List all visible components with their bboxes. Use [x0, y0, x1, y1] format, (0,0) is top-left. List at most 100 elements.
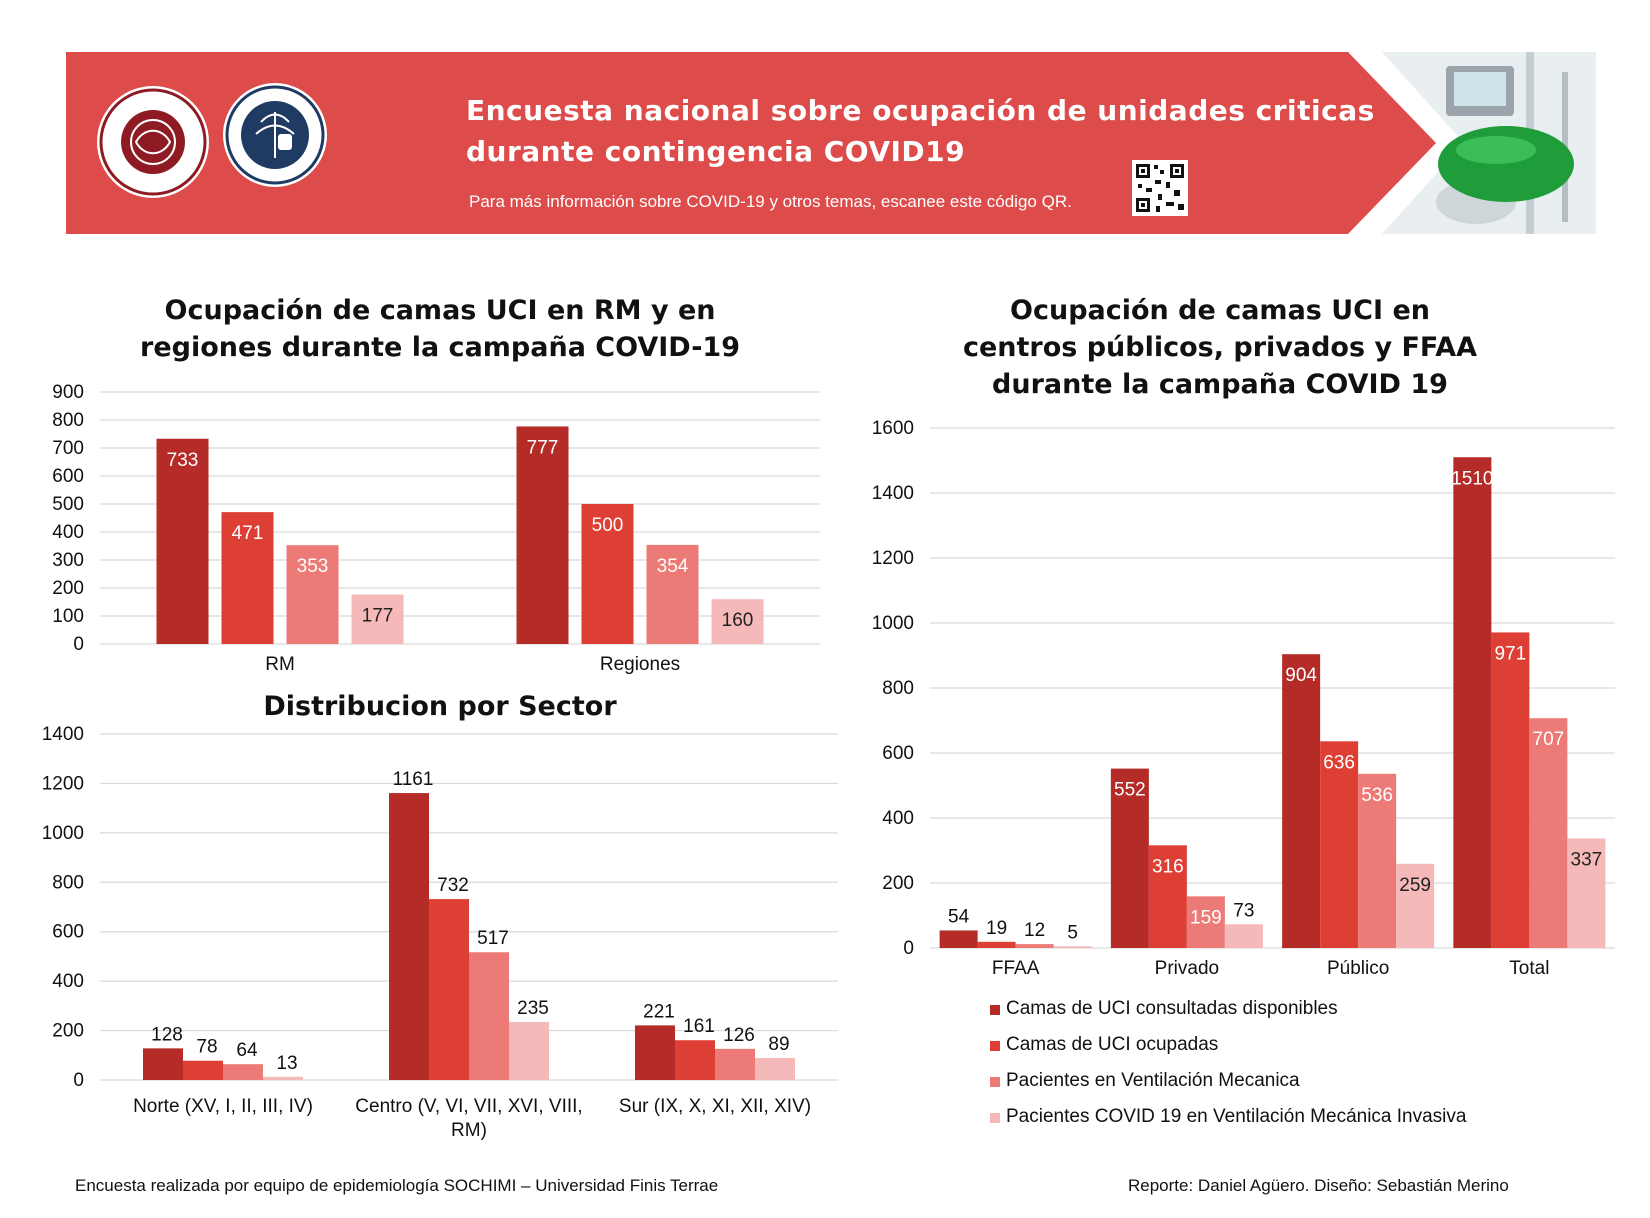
banner-subtitle: Para más información sobre COVID-19 y ot…	[469, 192, 1072, 211]
y-tick-label: 900	[52, 382, 84, 403]
y-tick-label: 0	[73, 634, 84, 655]
bar	[156, 438, 209, 644]
data-label: 128	[151, 1024, 183, 1045]
y-tick-label: 400	[52, 522, 84, 543]
data-label: 732	[437, 875, 469, 896]
chart-title-sector: Distribucion por Sector	[263, 691, 617, 722]
bar	[1148, 845, 1187, 948]
sochimi-logo	[97, 86, 209, 198]
bar	[1358, 773, 1397, 948]
data-label: 259	[1399, 875, 1431, 896]
data-label: 177	[362, 605, 394, 626]
legend-label: Pacientes en Ventilación Mecanica	[1006, 1070, 1300, 1091]
data-label: 126	[723, 1025, 755, 1046]
bar	[1110, 768, 1149, 948]
bar	[509, 1021, 549, 1080]
y-tick-label: 1600	[872, 418, 914, 439]
legend-swatch	[990, 1077, 1000, 1087]
chart-centros: 0 200 400 600 800 1000 1200 1400 1600 54 19 12 5 FFAA…	[850, 412, 1630, 987]
bar	[755, 1058, 795, 1080]
chart-svg: 0 100 200 300 400 500 600 700 800 900 733 471 353 177…	[52, 382, 820, 675]
x-category-label: RM	[265, 654, 295, 675]
finis-terrae-logo	[223, 83, 327, 187]
data-label: 5	[1067, 922, 1078, 943]
bar	[715, 1048, 755, 1080]
banner-title: Encuesta nacional sobre ocupación de uni…	[466, 94, 1375, 168]
y-tick-label: 600	[882, 743, 914, 764]
data-label: 161	[683, 1016, 715, 1037]
bar	[263, 1076, 303, 1080]
data-label: 636	[1323, 752, 1355, 773]
data-label: 1161	[393, 769, 434, 790]
bar	[1396, 863, 1435, 948]
bar	[351, 594, 404, 644]
y-tick-label: 400	[52, 971, 84, 992]
bar	[1224, 924, 1263, 948]
footer-credit-left: Encuesta realizada por equipo de epidemi…	[75, 1176, 719, 1195]
y-tick-label: 0	[73, 1070, 84, 1091]
chart-title-rm-regiones: Ocupación de camas UCI en RM y en region…	[140, 295, 740, 363]
footer-credit-right: Reporte: Daniel Agüero. Diseño: Sebastiá…	[1128, 1176, 1509, 1195]
bar	[1015, 944, 1054, 948]
data-label: 536	[1361, 785, 1393, 806]
data-label: 13	[276, 1053, 297, 1074]
data-label: 777	[527, 437, 559, 458]
y-tick-label: 400	[882, 808, 914, 829]
chart-rm-regiones: 0 100 200 300 400 500 600 700 800 900 733 471 353 177…	[30, 380, 830, 695]
data-label: 707	[1533, 729, 1565, 750]
y-tick-label: 800	[52, 410, 84, 431]
y-tick-label: 700	[52, 438, 84, 459]
bar	[221, 512, 274, 644]
y-tick-label: 200	[52, 578, 84, 599]
x-category-label: Privado	[1155, 958, 1219, 979]
x-category-label: FFAA	[992, 958, 1040, 979]
x-category-label: Regiones	[600, 654, 680, 675]
bar	[469, 952, 509, 1080]
bar	[1491, 632, 1530, 948]
bar	[286, 545, 339, 644]
bar	[977, 941, 1016, 948]
data-label: 471	[232, 523, 264, 544]
y-tick-label: 600	[52, 466, 84, 487]
banner-background	[66, 52, 1596, 234]
data-label: 19	[986, 918, 1007, 939]
data-label: 337	[1571, 849, 1603, 870]
legend-label: Camas de UCI ocupadas	[1006, 1034, 1219, 1055]
data-label: 89	[768, 1034, 789, 1055]
data-label: 353	[297, 556, 329, 577]
legend-swatch	[990, 1005, 1000, 1015]
y-tick-label: 800	[882, 678, 914, 699]
y-tick-label: 1200	[872, 548, 914, 569]
bar	[646, 544, 699, 644]
y-tick-label: 1400	[42, 724, 84, 745]
bar	[711, 599, 764, 644]
data-label: 73	[1233, 900, 1254, 921]
data-label: 160	[722, 610, 754, 631]
bar	[1186, 896, 1225, 948]
y-tick-label: 200	[882, 873, 914, 894]
y-tick-label: 200	[52, 1021, 84, 1042]
chart-title-centros: Ocupación de camas UCI en centros públic…	[962, 295, 1478, 400]
y-tick-label: 1400	[872, 483, 914, 504]
qr-code-icon[interactable]	[1132, 160, 1188, 216]
y-tick-label: 500	[52, 494, 84, 515]
y-tick-label: 800	[52, 872, 84, 893]
legend-swatch	[990, 1113, 1000, 1123]
y-tick-label: 1000	[42, 823, 84, 844]
bar	[1567, 838, 1606, 948]
data-label: 733	[167, 450, 199, 471]
y-tick-label: 600	[52, 922, 84, 943]
bar	[389, 793, 429, 1080]
chart-svg: 0 200 400 600 800 1000 1200 1400 128 78 64 13 Norte …	[42, 724, 838, 1141]
legend-label: Camas de UCI consultadas disponibles	[1006, 998, 1338, 1019]
data-label: 904	[1285, 665, 1317, 686]
bar	[635, 1025, 675, 1080]
x-category-label: Norte (XV, I, II, III, IV)	[133, 1096, 313, 1117]
header-banner: Encuesta nacional sobre ocupación de uni…	[66, 52, 1596, 234]
data-label: 78	[196, 1037, 217, 1058]
data-label: 552	[1114, 780, 1146, 801]
x-category-label: Centro (V, VI, VII, XVI, VIII, RM)	[355, 1096, 582, 1141]
data-label: 12	[1024, 920, 1045, 941]
x-category-label: Sur (IX, X, XI, XII, XIV)	[619, 1096, 811, 1117]
x-category-label: Público	[1327, 958, 1389, 979]
